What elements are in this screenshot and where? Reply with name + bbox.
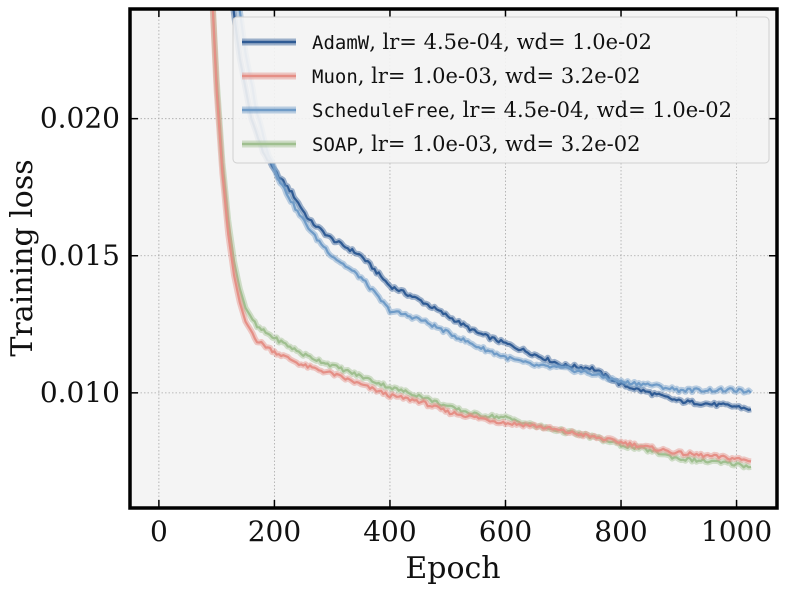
legend-box	[232, 16, 770, 164]
legend-label: ScheduleFree, lr= 4.5e-04, wd= 1.0e-02	[312, 98, 732, 122]
x-axis-title: Epoch	[405, 551, 500, 586]
legend-label: SOAP, lr= 1.0e-03, wd= 3.2e-02	[312, 132, 640, 156]
legend-hyperparams: , lr= 4.5e-04, wd= 1.0e-02	[369, 30, 652, 54]
axis-ticks: 0 200 400 600 800 1000 0.010 0.015 0.020	[40, 9, 777, 548]
y-tick-label: 0.015	[40, 239, 120, 272]
series-lines	[209, 9, 754, 471]
x-tick-label: 0	[150, 515, 168, 548]
legend-entry-soap: SOAP, lr= 1.0e-03, wd= 3.2e-02	[242, 132, 640, 156]
y-tick-label: 0.020	[40, 102, 120, 135]
legend-entry-schedulefree: ScheduleFree, lr= 4.5e-04, wd= 1.0e-02	[242, 98, 732, 122]
series-muon-group	[209, 9, 752, 465]
legend-label: Muon, lr= 1.0e-03, wd= 3.2e-02	[312, 64, 640, 88]
series-soap-line	[211, 9, 752, 469]
plot-frame	[128, 7, 779, 510]
y-tick-label: 0.010	[40, 376, 120, 409]
series-adamw-line	[232, 9, 752, 411]
legend-hyperparams: , lr= 1.0e-03, wd= 3.2e-02	[358, 64, 641, 88]
legend-entry-adamw: AdamW, lr= 4.5e-04, wd= 1.0e-02	[242, 30, 652, 54]
x-tick-label: 600	[479, 515, 532, 548]
legend-entry-muon: Muon, lr= 1.0e-03, wd= 3.2e-02	[242, 64, 640, 88]
legend-hyperparams: , lr= 1.0e-03, wd= 3.2e-02	[358, 132, 641, 156]
x-tick-label: 1000	[701, 515, 772, 548]
x-tick-label: 800	[594, 515, 647, 548]
y-axis-title: Training loss	[5, 159, 40, 356]
x-tick-label: 400	[363, 515, 416, 548]
series-schedulefree-line	[238, 9, 752, 394]
legend-optimizer-name: ScheduleFree	[312, 100, 449, 122]
series-adamw-group	[230, 9, 752, 413]
series-schedulefree-group	[236, 9, 754, 396]
legend-optimizer-name: AdamW	[312, 32, 370, 54]
series-muon-line	[211, 9, 752, 463]
x-tick-label: 200	[248, 515, 301, 548]
legend-hyperparams: , lr= 4.5e-04, wd= 1.0e-02	[449, 98, 732, 122]
series-soap-group	[209, 9, 752, 471]
legend-label: AdamW, lr= 4.5e-04, wd= 1.0e-02	[312, 30, 652, 54]
legend-optimizer-name: SOAP	[312, 134, 358, 156]
legend-optimizer-name: Muon	[312, 66, 358, 88]
